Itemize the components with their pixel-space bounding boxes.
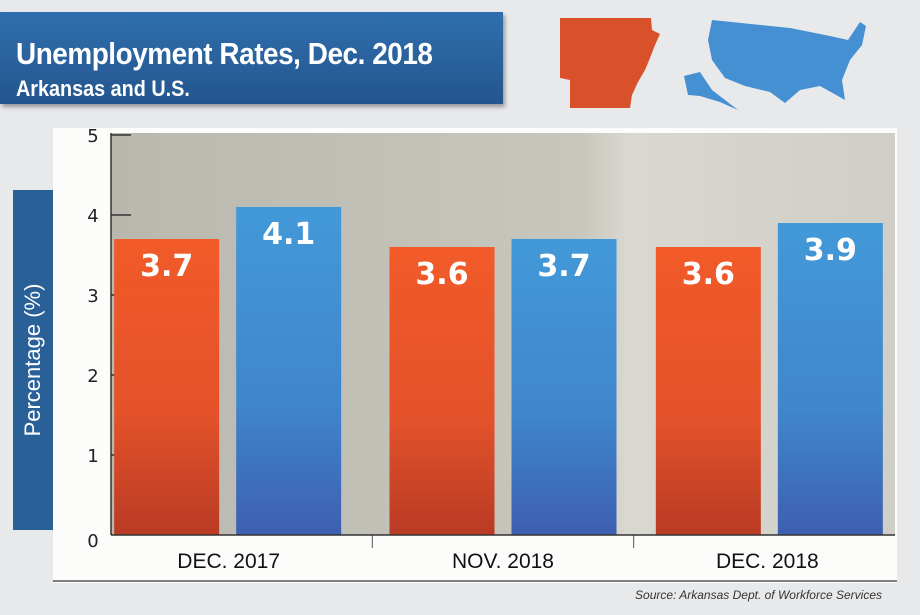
chart-subtitle: Arkansas and U.S.	[16, 76, 190, 101]
bar-arkansas	[389, 247, 495, 535]
title-banner: Unemployment Rates, Dec. 2018 Arkansas a…	[0, 12, 503, 104]
data-label: 4.1	[262, 217, 315, 252]
bar-arkansas	[655, 247, 761, 535]
bar-us	[511, 239, 617, 535]
data-label: 3.6	[682, 257, 735, 292]
chart-title: Unemployment Rates, Dec. 2018	[16, 36, 433, 71]
y-tick-label: 4	[87, 206, 98, 227]
data-label: 3.6	[415, 257, 468, 292]
y-tick-label: 1	[87, 446, 98, 467]
y-tick-label: 2	[87, 366, 98, 387]
x-tick-label: NOV. 2018	[452, 550, 554, 573]
y-axis-label-box	[13, 190, 53, 530]
arkansas-map-icon	[560, 18, 660, 108]
us-map-icon	[684, 20, 866, 110]
source-note: Source: Arkansas Dept. of Workforce Serv…	[635, 588, 882, 602]
bar-us	[777, 223, 883, 535]
x-tick-label: DEC. 2017	[177, 550, 280, 573]
data-label: 3.7	[537, 249, 590, 284]
y-tick-label: 3	[87, 286, 98, 307]
x-tick-label: DEC. 2018	[716, 550, 819, 573]
bar-us	[236, 207, 342, 535]
data-label: 3.9	[804, 233, 857, 268]
bar-arkansas	[114, 239, 220, 535]
data-label: 3.7	[140, 249, 193, 284]
y-tick-label: 0	[87, 531, 98, 552]
y-tick-label: 5	[87, 126, 98, 147]
